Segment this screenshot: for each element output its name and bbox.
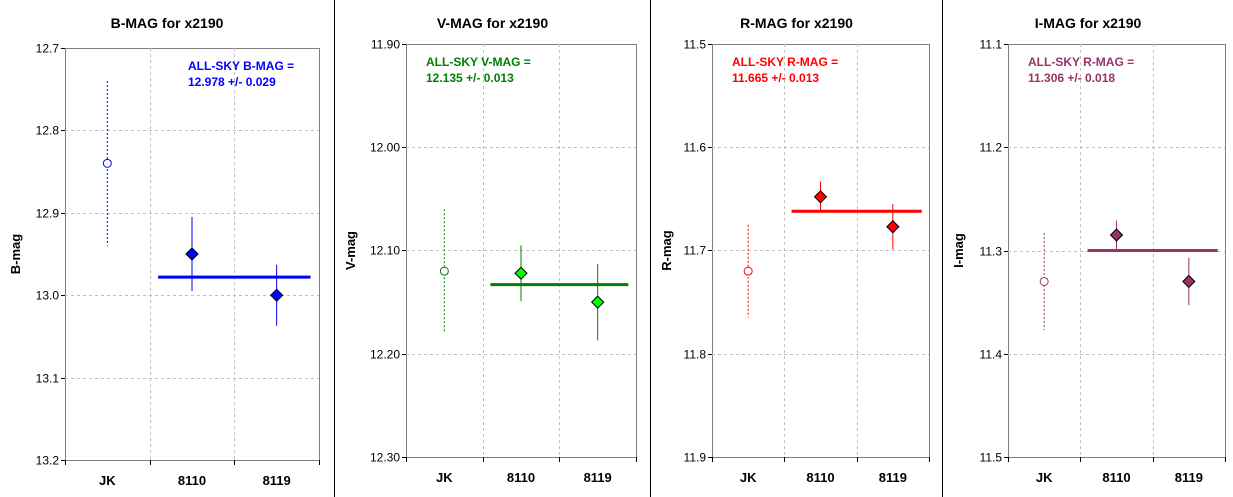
x-tick-label: 8119 <box>584 470 612 485</box>
x-tick-label: 8119 <box>1175 470 1203 485</box>
chart-panel-2: R-MAG for x2190 11.5 11.6 11.7 11.8 11.9 JK 811… <box>659 15 930 485</box>
y-tick-label: 11.4 <box>980 348 1003 362</box>
all-sky-annotation: 12.135 +/- 0.013 <box>426 71 514 85</box>
y-tick-label: 12.10 <box>370 244 400 258</box>
all-sky-annotation: ALL-SKY R-MAG = <box>732 55 838 69</box>
data-point-diamond <box>1109 228 1124 242</box>
x-tick-label: JK <box>1036 470 1053 485</box>
y-axis-label: B-mag <box>8 234 23 275</box>
data-point-hollow <box>102 158 112 168</box>
y-tick-label: 11.1 <box>980 38 1003 52</box>
y-axis-label: V-mag <box>343 231 358 270</box>
y-tick-label: 12.20 <box>370 348 400 362</box>
chart-panel-0: B-MAG for x2190 12.7 12.8 12.9 13.0 13.1 13.2 J… <box>8 15 320 488</box>
y-tick-label: 11.9 <box>684 451 707 465</box>
data-point-diamond <box>590 295 605 309</box>
x-tick-label: 8119 <box>263 473 291 488</box>
x-tick-label: 8110 <box>507 470 535 485</box>
chart-panel-1: V-MAG for x2190 11.90 12.00 12.10 12.20 12.30… <box>343 15 637 485</box>
all-sky-annotation: ALL-SKY V-MAG = <box>426 55 531 69</box>
y-tick-label: 12.30 <box>370 451 400 465</box>
data-point-diamond <box>185 247 199 261</box>
y-tick-label: 12.8 <box>36 124 60 138</box>
y-tick-label: 11.5 <box>684 38 707 52</box>
data-point-hollow <box>439 266 449 276</box>
all-sky-annotation: ALL-SKY R-MAG = <box>1028 55 1134 69</box>
chart-title: I-MAG for x2190 <box>1035 15 1142 31</box>
data-point-diamond <box>813 190 828 204</box>
y-tick-label: 12.00 <box>370 141 400 155</box>
all-sky-annotation: 12.978 +/- 0.029 <box>188 75 276 89</box>
y-axis-label: I-mag <box>951 233 966 268</box>
chart-panel-3: I-MAG for x2190 11.1 11.2 11.3 11.4 11.5 JK 811… <box>951 15 1226 485</box>
y-tick-label: 11.6 <box>684 141 707 155</box>
y-tick-label: 11.2 <box>980 141 1003 155</box>
data-point-diamond <box>514 266 528 280</box>
y-tick-label: 13.2 <box>36 454 60 468</box>
x-tick-label: 8110 <box>1102 470 1130 485</box>
y-tick-label: 11.3 <box>980 245 1003 259</box>
all-sky-annotation: ALL-SKY B-MAG = <box>188 59 294 73</box>
y-tick-label: 11.8 <box>684 348 707 362</box>
x-tick-label: 8119 <box>879 470 907 485</box>
chart-title: R-MAG for x2190 <box>740 15 853 31</box>
x-tick-label: JK <box>740 470 757 485</box>
data-point-diamond <box>269 288 284 302</box>
all-sky-annotation: 11.665 +/- 0.013 <box>732 71 819 85</box>
x-tick-label: JK <box>436 470 453 485</box>
y-tick-label: 13.1 <box>36 372 60 386</box>
data-point-hollow <box>743 266 753 276</box>
y-axis-label: R-mag <box>659 230 674 271</box>
chart-title: V-MAG for x2190 <box>437 15 548 31</box>
all-sky-annotation: 11.306 +/- 0.018 <box>1028 71 1115 85</box>
y-tick-label: 11.5 <box>980 451 1003 465</box>
x-tick-label: 8110 <box>178 473 206 488</box>
data-point-diamond <box>1182 274 1196 289</box>
y-tick-label: 13.0 <box>36 289 60 303</box>
x-tick-label: 8110 <box>806 470 834 485</box>
x-tick-label: JK <box>99 473 116 488</box>
chart-title: B-MAG for x2190 <box>111 15 224 31</box>
y-tick-label: 12.7 <box>36 42 60 56</box>
data-point-hollow <box>1039 276 1049 286</box>
y-tick-label: 12.9 <box>36 207 60 221</box>
y-tick-label: 11.7 <box>684 244 707 258</box>
y-tick-label: 11.90 <box>371 38 400 52</box>
data-point-diamond <box>886 220 900 234</box>
